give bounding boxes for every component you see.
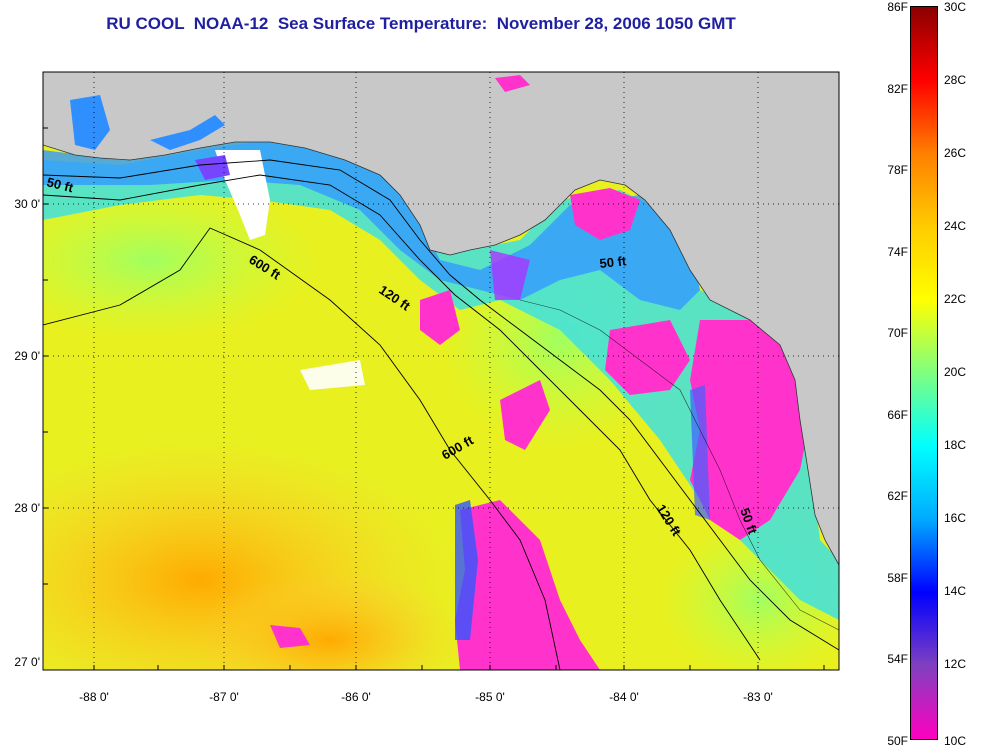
fahrenheit-label: 66F <box>887 408 908 422</box>
lon-label: -83 0' <box>743 690 773 704</box>
lon-label: -84 0' <box>609 690 639 704</box>
celsius-label: 18C <box>944 438 967 452</box>
lat-label: 29 0' <box>14 349 40 363</box>
celsius-label: 28C <box>944 73 967 87</box>
lon-label: -87 0' <box>209 690 239 704</box>
lat-label: 30 0' <box>14 197 40 211</box>
lat-label: 27 0' <box>14 655 40 669</box>
fahrenheit-label: 78F <box>887 163 908 177</box>
map-title: RU COOL NOAA-12 Sea Surface Temperature:… <box>106 14 736 33</box>
map-plot: 50 ft 600 ft 120 ft 50 ft 600 ft 120 ft … <box>43 72 839 670</box>
celsius-label: 22C <box>944 292 967 306</box>
temperature-colorbar <box>910 6 938 740</box>
celsius-label: 20C <box>944 365 967 379</box>
celsius-label: 10C <box>944 734 967 748</box>
lon-label: -86 0' <box>341 690 371 704</box>
fahrenheit-label: 70F <box>887 326 908 340</box>
celsius-label: 16C <box>944 511 967 525</box>
fahrenheit-label: 62F <box>887 489 908 503</box>
celsius-label: 24C <box>944 219 967 233</box>
celsius-label: 26C <box>944 146 967 160</box>
depth-label: 50 ft <box>45 174 75 195</box>
fahrenheit-label: 50F <box>887 734 908 748</box>
fahrenheit-label: 86F <box>887 0 908 14</box>
depth-label: 50 ft <box>599 253 628 271</box>
fahrenheit-label: 74F <box>887 245 908 259</box>
celsius-label: 30C <box>944 0 967 14</box>
lat-label: 28 0' <box>14 501 40 515</box>
lon-label: -85 0' <box>475 690 505 704</box>
celsius-label: 12C <box>944 657 967 671</box>
lon-label: -88 0' <box>79 690 109 704</box>
fahrenheit-label: 54F <box>887 652 908 666</box>
fahrenheit-label: 58F <box>887 571 908 585</box>
celsius-label: 14C <box>944 584 967 598</box>
fahrenheit-label: 82F <box>887 82 908 96</box>
